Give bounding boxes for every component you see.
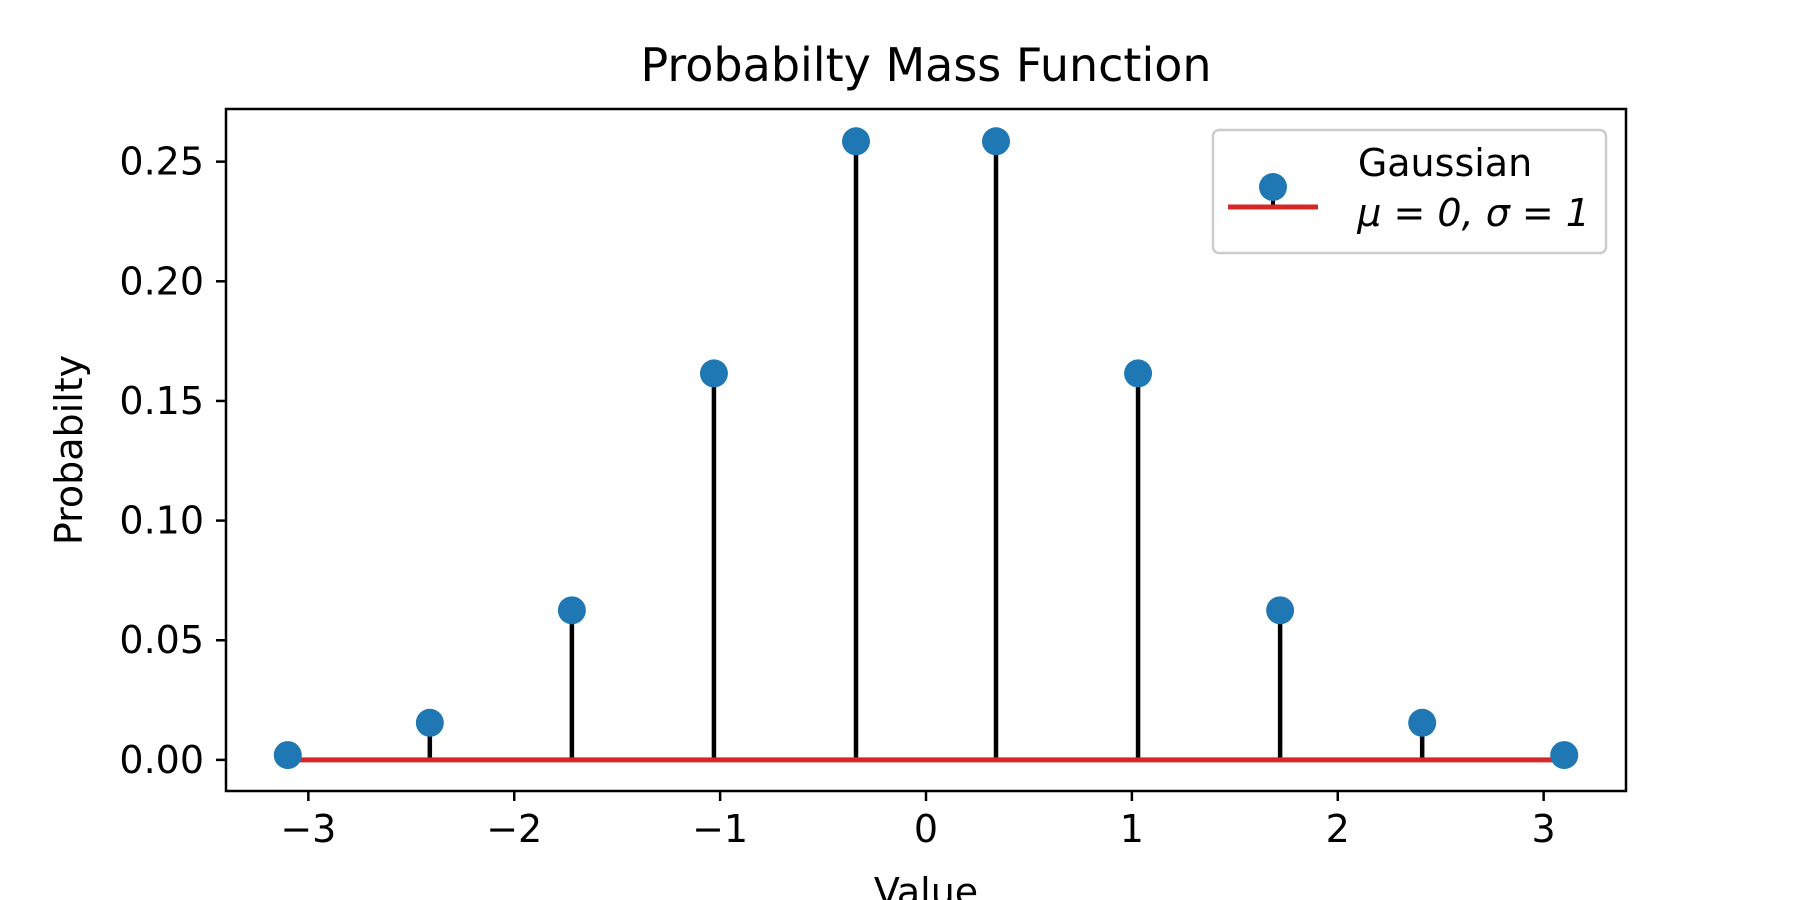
y-tick-label: 0.05 [119, 618, 204, 662]
y-axis-label: Probabilty [47, 355, 91, 545]
data-point-marker [1124, 359, 1153, 388]
y-tick-label: 0.15 [119, 379, 204, 423]
y-tick-label: 0.00 [119, 738, 204, 782]
y-tick-label: 0.10 [119, 499, 204, 543]
y-axis-ticks: 0.00 0.05 0.10 0.15 0.20 0.25 [119, 140, 226, 782]
chart-title: Probabilty Mass Function [640, 38, 1211, 92]
x-tick-label: 2 [1326, 807, 1350, 851]
data-marks [273, 127, 1579, 770]
legend-box [1211, 128, 1608, 255]
x-tick-label: −1 [692, 807, 748, 851]
x-axis-label: Value [874, 870, 978, 900]
data-point-marker [1266, 596, 1295, 625]
data-point-marker [273, 741, 302, 770]
data-point-marker [1408, 708, 1437, 737]
data-point-marker [699, 359, 728, 388]
data-point-marker [982, 127, 1010, 156]
x-tick-label: 1 [1120, 807, 1144, 851]
x-axis-ticks: −3 −2 −1 0 1 2 3 [280, 791, 1556, 851]
x-tick-label: 3 [1532, 807, 1556, 851]
legend-label-line1: Gaussian [1358, 141, 1532, 185]
y-tick-label: 0.20 [119, 259, 204, 303]
x-tick-label: −2 [486, 807, 542, 851]
legend: Gaussian μ = 0, σ = 1 [1211, 128, 1608, 255]
data-point-marker [1550, 741, 1579, 770]
x-tick-label: 0 [914, 807, 938, 851]
data-point-marker [415, 708, 444, 737]
legend-label-line2: μ = 0, σ = 1 [1356, 191, 1590, 235]
legend-marker-swatch [1259, 173, 1287, 201]
data-point-marker [842, 127, 870, 156]
data-point-marker [557, 596, 586, 625]
y-tick-label: 0.25 [119, 140, 204, 184]
x-tick-label: −3 [280, 807, 336, 851]
